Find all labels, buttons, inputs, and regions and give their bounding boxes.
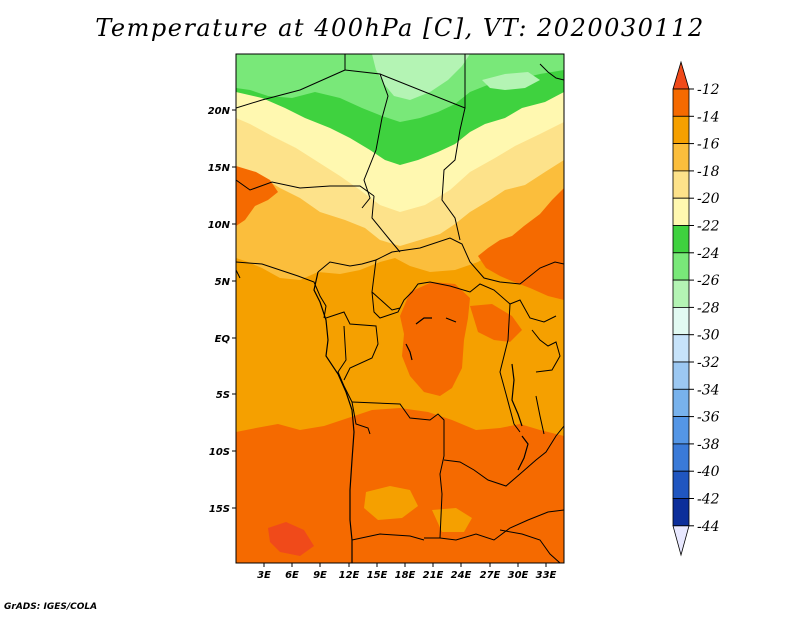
band-minus14-minus12-south: [236, 408, 564, 563]
colorbar-segment: [672, 279, 690, 308]
colorbar-label: -36: [697, 410, 720, 426]
colorbar-label: -34: [697, 382, 720, 398]
lon-label: 15E: [367, 570, 388, 581]
colorbar-segment: [672, 225, 690, 254]
band-above-minus12: [268, 522, 314, 556]
lat-label: 10N: [208, 220, 231, 231]
band-minus28-minus26: [372, 54, 470, 100]
colorbar-segment: [672, 143, 690, 172]
colorbar-label: -26: [697, 273, 720, 289]
colorbar-label: -44: [697, 519, 720, 535]
colorbar-segment: [672, 252, 690, 281]
lon-label: 18E: [395, 570, 416, 581]
colorbar-label: -40: [697, 464, 720, 480]
band-minus14-minus12-east: [478, 188, 564, 300]
colorbar-label: -42: [697, 492, 720, 508]
lon-label: 9E: [313, 570, 327, 581]
colorbar-label: -32: [697, 355, 720, 371]
lon-label: 21E: [423, 570, 444, 581]
colorbar-label: -20: [697, 191, 720, 207]
map-frame: [235, 53, 565, 564]
band-minus14-minus12-north: [236, 166, 278, 226]
lat-label: 15N: [208, 163, 231, 174]
coastlines: [313, 271, 529, 563]
lon-label: 30E: [508, 570, 529, 581]
colorbar-segment: [672, 416, 690, 445]
grads-credit: GrADS: IGES/COLA: [4, 602, 98, 612]
colorbar-segment: [672, 388, 690, 417]
colorbar-label: -12: [697, 82, 720, 98]
colorbar-label: -18: [697, 164, 720, 180]
lon-label: 24E: [451, 570, 472, 581]
lon-label: 27E: [480, 570, 501, 581]
colorbar-segment: [672, 306, 690, 336]
colorbar-bottom-triangle: [672, 525, 690, 557]
band-minus28-minus26-east: [482, 72, 540, 90]
band-minus14-minus12-congo: [400, 282, 470, 396]
colorbar-label: -24: [697, 246, 720, 262]
colorbar-label: -16: [697, 137, 720, 153]
band-minus14-minus12-congo2: [470, 304, 522, 342]
colorbar-top-triangle: [672, 60, 690, 90]
colorbar-label: -30: [697, 328, 720, 344]
lon-label: 12E: [339, 570, 360, 581]
colorbar-segment: [672, 470, 690, 499]
lon-label: 33E: [536, 570, 557, 581]
colorbar-label: -38: [697, 437, 720, 453]
colorbar-segment: [672, 170, 690, 199]
country-borders: [236, 54, 564, 563]
colorbar-segment: [672, 361, 690, 390]
lat-label: EQ: [215, 334, 231, 345]
lon-label: 3E: [257, 570, 271, 581]
lat-label: 20N: [208, 106, 231, 117]
colorbar-label: -28: [697, 300, 720, 316]
map-title: Temperature at 400hPa [C], VT: 202003011…: [95, 14, 705, 42]
colorbar-segment: [672, 197, 690, 226]
band-minus16-minus14-patch-south: [364, 486, 418, 520]
colorbar-label: -14: [697, 109, 720, 125]
lon-label: 6E: [285, 570, 299, 581]
colorbar-segment: [672, 498, 690, 527]
lat-label: 5S: [216, 390, 230, 401]
colorbar-label: -22: [697, 219, 720, 235]
colorbar-segment: [672, 115, 690, 145]
lat-label: 10S: [209, 447, 230, 458]
colorbar-segment: [672, 334, 690, 363]
lat-label: 15S: [209, 504, 230, 515]
lon-axis: [263, 563, 547, 567]
colorbar-segment: [672, 443, 690, 472]
lat-label: 5N: [215, 277, 231, 288]
band-minus16-minus14-patch-se: [432, 508, 472, 532]
colorbar-segment: [672, 88, 690, 117]
lat-axis: [232, 109, 236, 509]
